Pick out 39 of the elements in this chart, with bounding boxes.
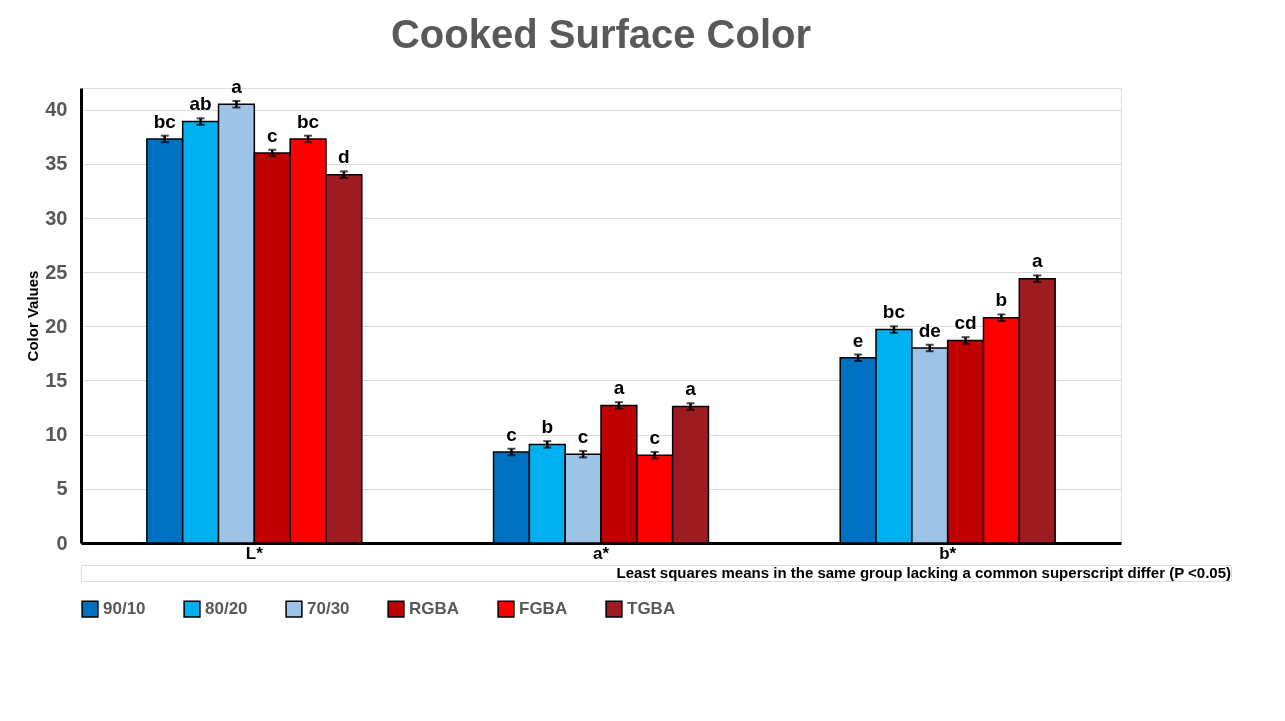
y-axis-title: Color Values xyxy=(24,270,42,362)
x-tick-label: b* xyxy=(939,543,957,563)
x-tick-label: L* xyxy=(245,543,264,563)
y-tick-label: 5 xyxy=(56,477,68,500)
data-label: e xyxy=(852,329,864,351)
data-label: bc xyxy=(296,110,320,132)
data-label: ab xyxy=(189,93,212,115)
y-tick-label: 40 xyxy=(45,98,68,121)
data-label: c xyxy=(649,427,661,448)
data-label: a xyxy=(1031,250,1043,272)
y-tick-label: 10 xyxy=(45,423,68,446)
data-label: a xyxy=(685,378,697,400)
y-tick-label: 0 xyxy=(56,531,68,554)
data-label: bc xyxy=(153,110,177,132)
y-tick-label: 25 xyxy=(45,260,68,283)
data-label: bc xyxy=(882,301,906,323)
x-tick-label: a* xyxy=(592,543,610,563)
legend-label: FGBA xyxy=(519,599,568,619)
legend-label: RGBA xyxy=(409,599,460,619)
data-label: a xyxy=(613,377,625,399)
data-label: c xyxy=(577,425,589,447)
data-label: c xyxy=(506,423,518,445)
data-label: cd xyxy=(954,312,977,334)
data-label: d xyxy=(338,146,350,168)
chart-title: Cooked Surface Color xyxy=(390,12,812,56)
legend-label: 90/10 xyxy=(103,599,146,619)
data-label: de xyxy=(918,319,941,341)
data-label: b xyxy=(995,289,1008,311)
data-label: b xyxy=(541,416,554,438)
y-tick-label: 15 xyxy=(45,369,68,391)
y-tick-label: 20 xyxy=(45,314,68,337)
data-label: a xyxy=(231,76,243,97)
data-label: c xyxy=(266,124,278,146)
legend-label: 80/20 xyxy=(205,599,248,619)
legend-label: 70/30 xyxy=(307,599,350,619)
y-tick-label: 35 xyxy=(45,152,68,175)
legend-label: TGBA xyxy=(627,599,676,619)
y-tick-label: 30 xyxy=(45,206,68,229)
text: Least squares means in the same group lacking a common superscript differ (P <0.05) xyxy=(616,564,1231,581)
